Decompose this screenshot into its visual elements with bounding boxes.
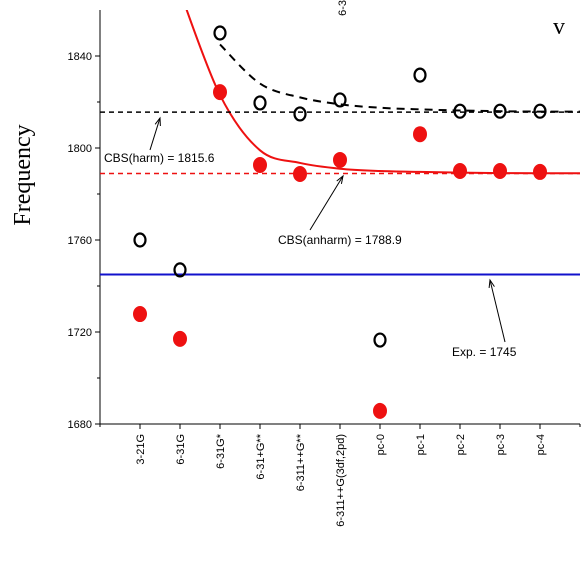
arrow-head [488,278,495,289]
open-marker [173,262,187,278]
annotation: CBS(anharm) = 1788.9 [278,233,402,247]
open-marker [453,103,467,119]
filled-marker [373,402,387,419]
filled-marker [253,157,267,174]
filled-marker [533,163,547,180]
annotation: Exp. = 1745 [452,345,517,359]
x-tick-label: 6-31G [175,434,187,465]
y-tick-label: 1680 [68,419,92,431]
open-marker [333,92,347,108]
top-label: 6-3 [337,0,349,16]
y-tick-label: 1760 [68,235,92,247]
filled-marker [173,330,187,347]
fit-curve-dashed [219,43,580,113]
x-tick-label: pc-1 [415,434,427,455]
open-marker [133,232,147,248]
x-tick-label: 3-21G [135,434,147,465]
filled-marker [413,126,427,143]
open-marker [213,25,227,41]
annotation-arrow [149,117,161,151]
filled-marker [213,84,227,101]
open-marker [493,103,507,119]
x-tick-label: pc-0 [375,434,387,455]
annotation: CBS(harm) = 1815.6 [104,151,215,165]
filled-marker [133,306,147,323]
annotation-arrow [309,175,344,231]
x-tick-label: 6-311++G** [295,433,307,491]
filled-marker [493,163,507,179]
x-tick-label: 6-311++G(3df,2pd) [335,434,347,527]
filled-marker [453,163,467,179]
open-marker [533,103,547,119]
arrow-head [154,116,161,127]
filled-marker [293,165,307,182]
open-marker [253,95,267,111]
y-tick-label: 1840 [68,51,92,63]
y-tick-label: 1720 [68,327,92,339]
open-marker [413,67,427,83]
x-tick-label: pc-3 [495,434,507,455]
corner-label: v [553,14,565,40]
annotation-arrow [489,279,506,343]
open-marker [293,106,307,122]
plot-area [185,10,580,175]
x-tick-label: 6-31G* [215,433,227,469]
x-tick-label: pc-2 [455,434,467,455]
y-tick-label: 1800 [68,143,92,155]
y-axis-label: Frequency [10,124,36,225]
x-tick-label: 6-31+G** [255,433,267,479]
arrow-head [336,174,344,184]
filled-marker [333,151,347,168]
fit-curve [185,10,580,175]
open-marker [373,332,387,348]
x-tick-label: pc-4 [535,434,547,455]
